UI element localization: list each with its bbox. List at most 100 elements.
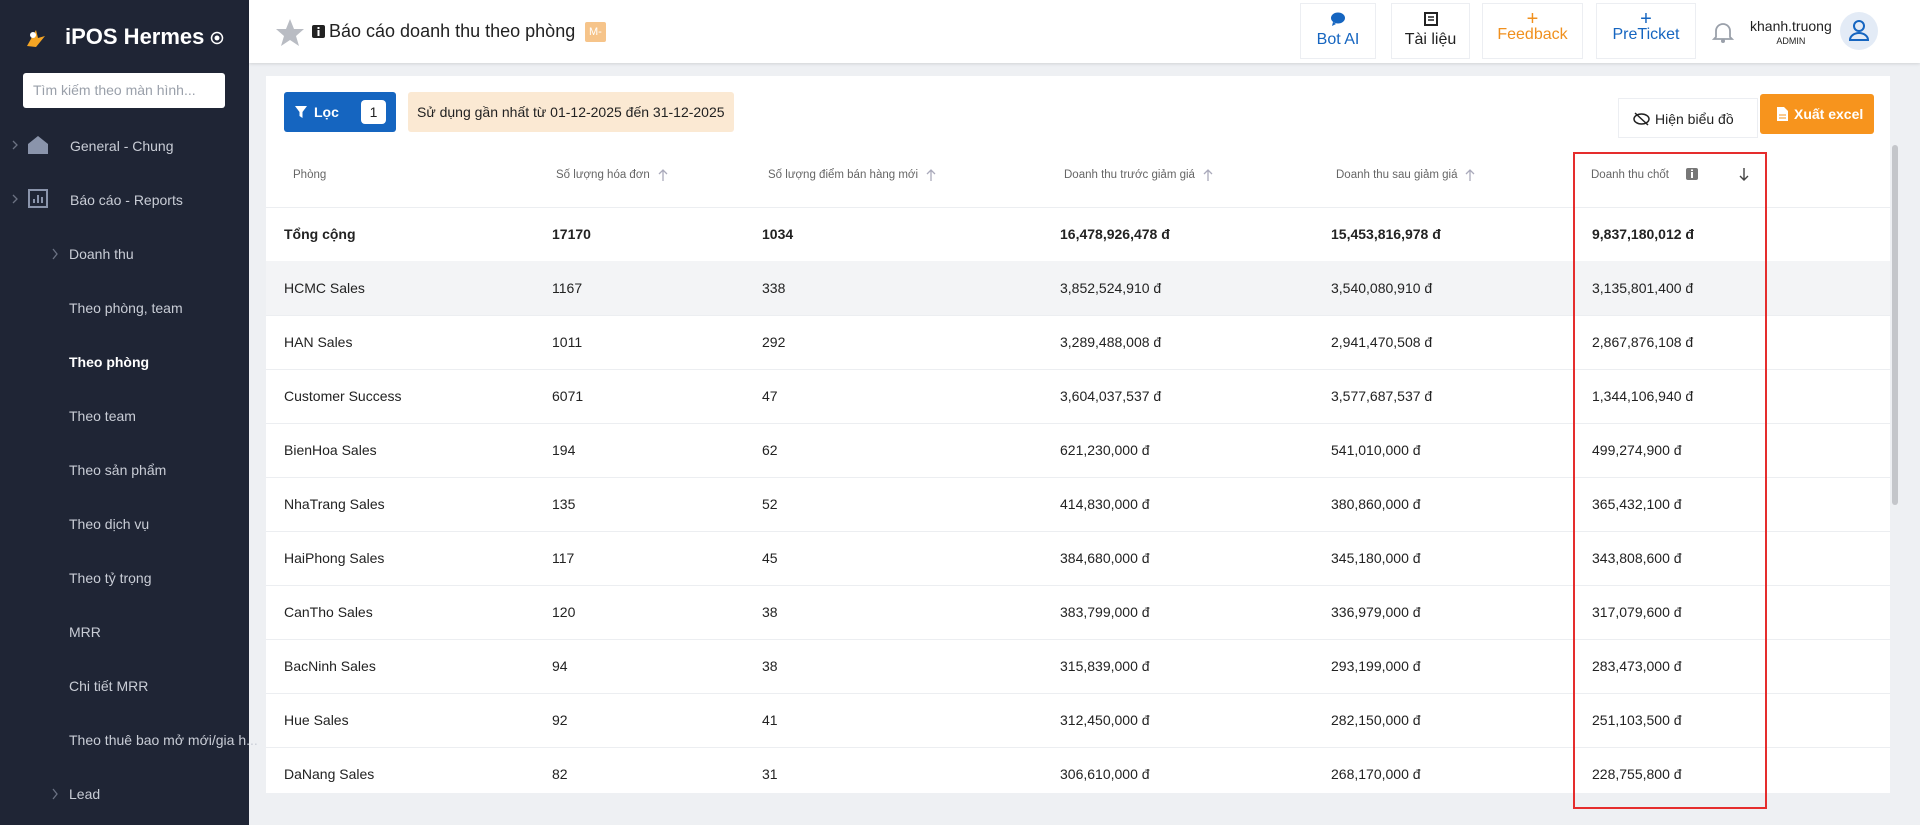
plus-icon: + xyxy=(1640,8,1652,30)
nav-item[interactable]: Theo tỷ trọng xyxy=(69,570,152,586)
user-block[interactable]: khanh.truong ADMIN xyxy=(1750,18,1832,46)
column-header[interactable]: Số lượng hóa đơn xyxy=(556,169,668,181)
table-cell: HAN Sales xyxy=(284,334,353,350)
table-cell: 3,577,687,537 đ xyxy=(1331,388,1433,404)
table-cell: 52 xyxy=(762,496,778,512)
nav-item[interactable]: Theo sản phẩm xyxy=(69,462,167,478)
nav-item[interactable]: MRR xyxy=(69,624,101,640)
table-cell: 317,079,600 đ xyxy=(1592,604,1682,620)
doc-icon xyxy=(1423,12,1438,26)
row-divider xyxy=(266,315,1890,316)
column-header[interactable]: Số lượng điểm bán hàng mới xyxy=(768,169,936,181)
bell-icon[interactable] xyxy=(1712,20,1734,44)
row-divider xyxy=(266,693,1890,694)
column-header: Phòng xyxy=(293,169,327,181)
table-cell: 2,941,470,508 đ xyxy=(1331,334,1433,350)
chevron xyxy=(52,788,58,800)
table-cell: 312,450,000 đ xyxy=(1060,712,1150,728)
filter-icon xyxy=(295,106,307,118)
feedback-button[interactable]: + Feedback xyxy=(1482,3,1583,59)
nav-item[interactable]: Báo cáo - Reports xyxy=(70,192,183,208)
table-cell: 94 xyxy=(552,658,568,674)
total-cell: 16,478,926,478 đ xyxy=(1060,226,1170,242)
table-cell: BienHoa Sales xyxy=(284,442,377,458)
nav-item[interactable]: Chi tiết MRR xyxy=(69,678,149,694)
table-cell: 6071 xyxy=(552,388,584,404)
row-divider xyxy=(266,369,1890,370)
row-divider xyxy=(266,207,1890,208)
total-cell: 15,453,816,978 đ xyxy=(1331,226,1441,242)
report-table: Phòng Số lượng hóa đơn Số lượng điểm bán h… xyxy=(266,145,1890,793)
chevron xyxy=(52,248,58,260)
user-role: ADMIN xyxy=(1776,36,1806,46)
table-cell: BacNinh Sales xyxy=(284,658,376,674)
column-header[interactable]: Doanh thu sau giảm giá xyxy=(1336,169,1475,181)
row-divider xyxy=(266,585,1890,586)
preticket-button[interactable]: + PreTicket xyxy=(1596,3,1696,59)
table-cell: 41 xyxy=(762,712,778,728)
user-name: khanh.truong xyxy=(1750,18,1832,34)
brand-icon xyxy=(210,31,224,45)
column-header[interactable]: Doanh thu trước giảm giá xyxy=(1064,169,1213,181)
page-title: Báo cáo doanh thu theo phòng xyxy=(329,21,576,41)
column-header[interactable]: Doanh thu chốt xyxy=(1591,169,1670,181)
filter-button[interactable]: Lọc 1 xyxy=(284,92,396,132)
table-cell: NhaTrang Sales xyxy=(284,496,385,512)
table-cell: 38 xyxy=(762,658,778,674)
nav-item[interactable]: Lead xyxy=(69,786,101,802)
tool-label: PreTicket xyxy=(1612,26,1680,43)
table-cell: DaNang Sales xyxy=(284,766,375,782)
sort-icon[interactable] xyxy=(924,168,938,182)
header-icons xyxy=(1686,168,1749,181)
nav-item[interactable]: Theo dịch vụ xyxy=(69,516,150,532)
row-hover xyxy=(266,261,1890,315)
table-cell: 45 xyxy=(762,550,778,566)
highlight-box xyxy=(1573,152,1767,809)
table-cell: 283,473,000 đ xyxy=(1592,658,1682,674)
avatar[interactable] xyxy=(1839,11,1879,51)
tool-label: Feedback xyxy=(1497,26,1568,43)
search-input[interactable]: Tìm kiếm theo màn hình... xyxy=(23,73,225,108)
total-cell: Tổng cộng xyxy=(284,226,356,242)
total-cell: 17170 xyxy=(552,226,591,242)
nav-item[interactable]: Theo phòng, team xyxy=(69,300,183,316)
table-cell: 117 xyxy=(552,550,575,566)
nav-item[interactable]: Theo team xyxy=(69,408,136,424)
sort-icon[interactable] xyxy=(1463,168,1477,182)
table-cell: Hue Sales xyxy=(284,712,349,728)
report-card: Lọc 1 Sử dụng gần nhất từ 01-12-2025 đến… xyxy=(266,76,1898,809)
table-cell: HaiPhong Sales xyxy=(284,550,385,566)
sort-icon[interactable] xyxy=(656,168,670,182)
table-cell: 282,150,000 đ xyxy=(1331,712,1421,728)
table-cell: 3,604,037,537 đ xyxy=(1060,388,1162,404)
table-cell: 365,432,100 đ xyxy=(1592,496,1682,512)
table-cell: 293,199,000 đ xyxy=(1331,658,1421,674)
export-button[interactable]: Xuất excel xyxy=(1760,94,1874,134)
scrollbar[interactable] xyxy=(1892,145,1898,505)
table-cell: 3,289,488,008 đ xyxy=(1060,334,1162,350)
docs-button[interactable]: Tài liệu xyxy=(1391,3,1470,59)
table-cell: 336,979,000 đ xyxy=(1331,604,1421,620)
table-cell: 251,103,500 đ xyxy=(1592,712,1682,728)
nav-item[interactable]: General - Chung xyxy=(70,138,174,154)
nav-item[interactable]: Doanh thu xyxy=(69,246,134,262)
table-cell: 38 xyxy=(762,604,778,620)
table-cell: CanTho Sales xyxy=(284,604,373,620)
table-cell: 292 xyxy=(762,334,786,350)
nav-item[interactable]: Theo thuê bao mở mới/gia h... xyxy=(69,732,258,748)
eye-off-icon xyxy=(1633,112,1650,126)
table-cell: 1167 xyxy=(552,280,583,296)
row-divider xyxy=(266,531,1890,532)
total-cell: 1034 xyxy=(762,226,794,242)
sort-icon[interactable] xyxy=(1201,168,1215,182)
table-cell: 345,180,000 đ xyxy=(1331,550,1421,566)
table-cell: 194 xyxy=(552,442,576,458)
bot-ai-button[interactable]: Bot AI xyxy=(1300,3,1376,59)
filter-note: Sử dụng gần nhất từ 01-12-2025 đến 31-12… xyxy=(408,92,734,132)
table-cell: 3,540,080,910 đ xyxy=(1331,280,1433,296)
chart-toggle[interactable]: Hiện biểu đồ xyxy=(1618,98,1758,138)
table-cell: 3,852,524,910 đ xyxy=(1060,280,1162,296)
table-cell: 541,010,000 đ xyxy=(1331,442,1421,458)
nav-item[interactable]: Theo phòng xyxy=(69,354,150,370)
